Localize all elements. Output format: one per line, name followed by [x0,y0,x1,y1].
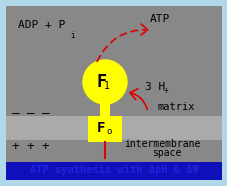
Text: F: F [96,121,105,135]
Text: space: space [151,148,181,158]
FancyArrowPatch shape [129,89,147,109]
FancyArrowPatch shape [97,24,147,62]
Text: F: F [96,73,106,91]
Bar [6,140,221,162]
Text: 1: 1 [104,81,109,91]
Text: o: o [106,127,111,136]
Bar [100,104,109,118]
Bar [6,116,221,140]
Text: ATP: ATP [149,14,170,24]
Text: _ _ _: _ _ _ [12,100,49,113]
Bar [6,162,221,180]
Text: + + +: + + + [12,140,49,153]
Circle shape [83,60,126,104]
Text: +: + [163,86,168,95]
Text: i: i [70,31,74,40]
Bar [6,6,221,116]
Bar [88,116,121,142]
Text: matrix: matrix [157,102,195,112]
Text: ADP + P: ADP + P [18,20,65,30]
Text: 3 H: 3 H [144,82,165,92]
Text: intermembrane: intermembrane [123,139,200,149]
Text: ATP synthesis with ΔpH & ΔΨ: ATP synthesis with ΔpH & ΔΨ [30,165,197,175]
